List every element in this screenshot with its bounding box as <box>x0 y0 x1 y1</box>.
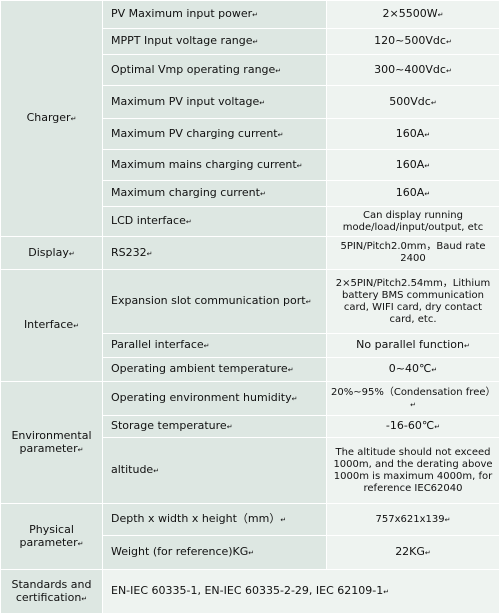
param-label: Operating ambient temperature <box>111 362 288 375</box>
param-label: Operating environment humidity <box>111 391 292 404</box>
value-label: 160A <box>396 186 425 199</box>
param-cell: LCD interface↵ <box>103 207 327 237</box>
param-label: Maximum PV charging current <box>111 127 278 140</box>
value-cell: 160A↵ <box>327 181 499 207</box>
value-cell: 0~40℃↵ <box>327 358 499 382</box>
param-cell: Expansion slot communication port↵ <box>103 270 327 334</box>
value-label: 500Vdc <box>389 95 431 108</box>
value-label: No parallel function <box>356 338 464 351</box>
param-cell: EN-IEC 60335-1, EN-IEC 60335-2-29, IEC 6… <box>103 570 499 614</box>
value-cell: 160A↵ <box>327 119 499 150</box>
param-label: MPPT Input voltage range <box>111 34 253 47</box>
param-cell: RS232↵ <box>103 237 327 270</box>
value-cell: 5PIN/Pitch2.0mm，Baud rate 2400 <box>327 237 499 270</box>
category-cell: Standards and certification↵ <box>1 570 103 614</box>
param-label: Storage temperature <box>111 419 227 432</box>
category-cell: Charger↵ <box>1 1 103 237</box>
value-label: 5PIN/Pitch2.0mm，Baud rate 2400 <box>340 241 485 264</box>
param-cell: PV Maximum input power↵ <box>103 1 327 29</box>
value-label: 2×5PIN/Pitch2.54mm，Lithium battery BMS c… <box>336 278 491 325</box>
param-cell: Storage temperature↵ <box>103 416 327 438</box>
param-cell: Maximum mains charging current↵ <box>103 150 327 181</box>
param-cell: Depth x width x height（mm）↵ <box>103 504 327 536</box>
value-cell: 500Vdc↵ <box>327 86 499 119</box>
param-label: RS232 <box>111 246 147 259</box>
value-cell: 300~400Vdc↵ <box>327 55 499 86</box>
param-label: Depth x width x height（mm） <box>111 512 280 525</box>
param-cell: Optimal Vmp operating range↵ <box>103 55 327 86</box>
param-cell: Weight (for reference)KG↵ <box>103 536 327 570</box>
value-cell: The altitude should not exceed 1000m, an… <box>327 438 499 504</box>
category-label: Display <box>28 246 69 259</box>
category-cell: Interface↵ <box>1 270 103 382</box>
value-label: 300~400Vdc <box>374 63 446 76</box>
param-label: LCD interface <box>111 214 186 227</box>
value-cell: Can display running mode/load/input/outp… <box>327 207 499 237</box>
param-cell: altitude↵ <box>103 438 327 504</box>
param-label: PV Maximum input power <box>111 7 252 20</box>
category-cell: Physical parameter↵ <box>1 504 103 570</box>
param-label: EN-IEC 60335-1, EN-IEC 60335-2-29, IEC 6… <box>111 584 383 597</box>
param-cell: Maximum PV input voltage↵ <box>103 86 327 119</box>
value-label: 160A <box>396 158 425 171</box>
value-cell: -16-60℃↵ <box>327 416 499 438</box>
param-cell: Operating ambient temperature↵ <box>103 358 327 382</box>
param-cell: Parallel interface↵ <box>103 334 327 358</box>
value-cell: No parallel function↵ <box>327 334 499 358</box>
category-label: Standards and certification <box>12 578 92 604</box>
param-label: Maximum PV input voltage <box>111 95 259 108</box>
param-label: Parallel interface <box>111 338 204 351</box>
param-label: Weight (for reference)KG <box>111 545 248 558</box>
category-label: Interface <box>24 318 73 331</box>
param-cell: Operating environment humidity↵ <box>103 382 327 416</box>
value-cell: 757x621x139↵ <box>327 504 499 536</box>
value-label: 2×5500W <box>383 7 438 20</box>
value-label: 160A <box>396 127 425 140</box>
param-cell: Maximum charging current↵ <box>103 181 327 207</box>
param-label: Optimal Vmp operating range <box>111 63 275 76</box>
value-cell: 2×5PIN/Pitch2.54mm，Lithium battery BMS c… <box>327 270 499 334</box>
param-label: altitude <box>111 463 153 476</box>
value-label: 120~500Vdc <box>374 34 446 47</box>
value-label: -16-60℃ <box>386 419 434 432</box>
param-label: Maximum charging current <box>111 186 260 199</box>
value-cell: 22KG↵ <box>327 536 499 570</box>
value-label: 20%~95%（Condensation free） <box>331 387 496 398</box>
category-label: Charger <box>27 111 71 124</box>
value-label: 22KG <box>395 545 425 558</box>
value-label: Can display running mode/load/input/outp… <box>343 210 483 233</box>
param-label: Maximum mains charging current <box>111 158 297 171</box>
value-label: 757x621x139 <box>376 514 445 525</box>
param-cell: MPPT Input voltage range↵ <box>103 29 327 55</box>
category-cell: Display↵ <box>1 237 103 270</box>
param-label: Expansion slot communication port <box>111 294 306 307</box>
value-label: The altitude should not exceed 1000m, an… <box>333 447 492 494</box>
value-label: 0~40℃ <box>389 362 432 375</box>
value-cell: 2×5500W↵ <box>327 1 499 29</box>
value-cell: 20%~95%（Condensation free）↵ <box>327 382 499 416</box>
value-cell: 160A↵ <box>327 150 499 181</box>
value-cell: 120~500Vdc↵ <box>327 29 499 55</box>
param-cell: Maximum PV charging current↵ <box>103 119 327 150</box>
category-label: Physical parameter <box>20 523 78 549</box>
category-cell: Environmental parameter↵ <box>1 382 103 504</box>
